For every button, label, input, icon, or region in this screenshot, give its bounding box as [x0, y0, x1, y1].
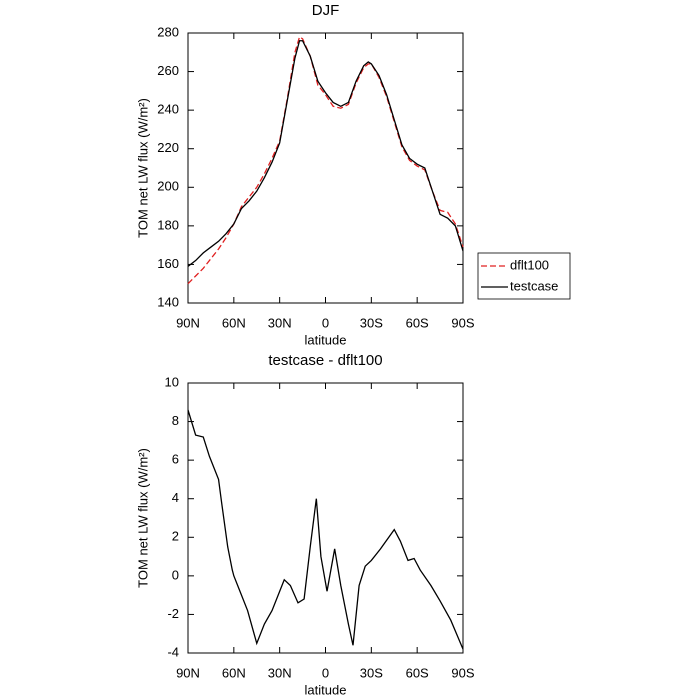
y-tick-label: 280 — [157, 24, 179, 39]
x-tick-label: 60S — [406, 315, 429, 330]
y-tick-label: 220 — [157, 140, 179, 155]
y-tick-label: 4 — [172, 490, 179, 505]
chart-title: testcase - dflt100 — [268, 352, 382, 369]
y-tick-label: 200 — [157, 179, 179, 194]
data-line — [187, 40, 464, 267]
x-tick-label: 60N — [222, 315, 246, 330]
y-tick-label: 10 — [165, 374, 179, 389]
plot-frame — [187, 32, 464, 304]
y-axis-label: TOM net LW flux (W/m²) — [135, 448, 150, 588]
y-tick-label: 6 — [172, 452, 179, 467]
legend-label: testcase — [510, 278, 558, 293]
data-line — [187, 35, 464, 285]
y-tick-label: 260 — [157, 63, 179, 78]
x-tick-label: 30N — [268, 665, 292, 680]
y-tick-label: -4 — [167, 644, 179, 659]
x-tick-label: 30N — [268, 315, 292, 330]
x-tick-label: 90S — [451, 665, 474, 680]
x-tick-label: 90N — [176, 665, 200, 680]
chart-title: DJF — [312, 2, 340, 19]
x-axis-label: latitude — [305, 682, 347, 697]
x-axis-label: latitude — [305, 332, 347, 347]
x-tick-label: 30S — [360, 665, 383, 680]
x-tick-label: 60N — [222, 665, 246, 680]
y-axis-label: TOM net LW flux (W/m²) — [135, 98, 150, 238]
x-tick-label: 60S — [406, 665, 429, 680]
data-line — [187, 409, 464, 650]
y-tick-label: 160 — [157, 256, 179, 271]
y-tick-label: -2 — [167, 606, 179, 621]
y-tick-label: 180 — [157, 217, 179, 232]
legend-label: dflt100 — [510, 257, 549, 272]
y-tick-label: 8 — [172, 413, 179, 428]
x-tick-label: 0 — [322, 665, 329, 680]
y-tick-label: 2 — [172, 529, 179, 544]
y-tick-label: 240 — [157, 102, 179, 117]
x-tick-label: 90S — [451, 315, 474, 330]
x-tick-label: 90N — [176, 315, 200, 330]
legend-box — [477, 252, 571, 300]
plot-frame — [187, 382, 464, 654]
y-tick-label: 140 — [157, 294, 179, 309]
y-tick-label: 0 — [172, 567, 179, 582]
x-tick-label: 30S — [360, 315, 383, 330]
x-tick-label: 0 — [322, 315, 329, 330]
